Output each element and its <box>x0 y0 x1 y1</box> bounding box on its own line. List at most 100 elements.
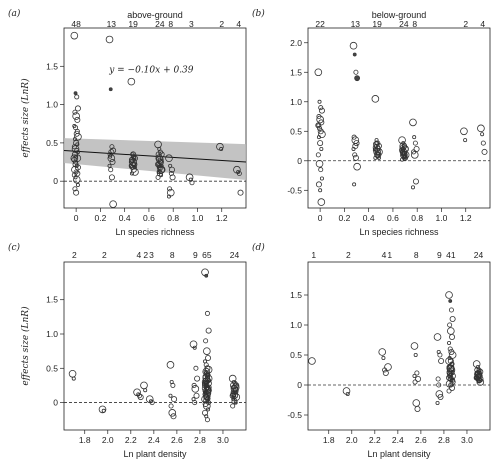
data-point <box>192 400 198 406</box>
data-point <box>315 122 322 129</box>
plot-frame <box>63 27 247 209</box>
data-point <box>194 375 201 382</box>
sample-count: 4 <box>382 250 387 260</box>
data-point <box>205 372 211 378</box>
data-point <box>446 368 453 375</box>
data-point <box>132 165 137 170</box>
data-point <box>414 370 420 376</box>
x-tick-label: 2.0 <box>102 435 114 445</box>
data-point <box>72 124 77 129</box>
data-point <box>435 390 444 398</box>
x-axis-label: Ln plant density <box>123 449 187 459</box>
data-point <box>381 355 386 360</box>
data-point <box>316 135 321 140</box>
data-point <box>127 77 136 86</box>
panel-tag: (b) <box>252 8 265 19</box>
data-point <box>236 171 242 177</box>
data-point <box>415 375 422 382</box>
y-tick-label: -0.5 <box>287 410 302 420</box>
data-point <box>204 310 210 316</box>
data-point <box>71 144 77 150</box>
data-point <box>449 333 456 340</box>
data-point <box>318 107 325 114</box>
data-point <box>193 365 199 371</box>
data-point <box>155 161 162 168</box>
data-point <box>72 161 79 168</box>
data-point <box>74 116 81 123</box>
data-point <box>205 354 212 361</box>
sample-count: 2 <box>102 250 107 260</box>
sample-count: 1 <box>311 250 316 260</box>
data-point <box>351 136 360 144</box>
data-point <box>108 154 113 159</box>
data-point <box>74 105 81 112</box>
y-tick-label: 0 <box>297 380 302 390</box>
data-point <box>353 162 361 171</box>
y-tick-label: 1.5 <box>290 67 302 77</box>
plot-frame <box>307 261 491 431</box>
y-tick-label: 0 <box>53 398 58 408</box>
data-point <box>203 347 211 355</box>
data-point <box>157 157 162 162</box>
data-point <box>168 403 174 409</box>
data-point <box>193 392 200 399</box>
sample-count: 2 <box>143 250 148 260</box>
data-point <box>136 393 142 399</box>
data-point <box>475 375 484 383</box>
data-point <box>74 94 80 100</box>
data-point <box>410 342 419 350</box>
x-tick-label: 0 <box>318 213 323 223</box>
y-tick-label: 1.5 <box>46 61 58 71</box>
data-point <box>473 374 480 381</box>
data-point <box>450 377 456 383</box>
panel-tag: (a) <box>8 8 21 19</box>
data-point <box>376 151 381 156</box>
data-point <box>109 159 116 166</box>
data-point <box>74 128 80 134</box>
sample-count: 4 <box>480 19 485 29</box>
sample-count: 24 <box>230 250 240 260</box>
data-point <box>477 124 485 133</box>
data-point <box>156 164 162 170</box>
data-point <box>354 75 361 82</box>
y-tick-label: 1.5 <box>290 290 302 300</box>
data-point <box>168 166 175 173</box>
x-tick-label: 1.0 <box>436 213 448 223</box>
x-tick-label: 1.8 <box>79 435 91 445</box>
data-point <box>402 155 407 160</box>
data-point <box>72 186 78 192</box>
x-tick-label: 2.2 <box>369 435 381 445</box>
x-tick-label: 2.6 <box>171 435 183 445</box>
x-tick-label: 1.2 <box>216 213 228 223</box>
sample-count: 2 <box>346 250 351 260</box>
x-tick-label: 0.2 <box>338 213 350 223</box>
data-point <box>384 363 392 371</box>
data-point <box>155 174 161 180</box>
data-point <box>412 135 417 140</box>
data-point <box>317 140 324 147</box>
y-tick-label: 0 <box>297 156 302 166</box>
data-point <box>143 388 148 393</box>
x-axis-label: Ln plant density <box>367 449 431 459</box>
data-point <box>318 105 324 111</box>
confidence-band <box>64 138 246 180</box>
x-tick-label: 2.8 <box>438 435 450 445</box>
data-point <box>206 393 211 398</box>
x-axis-label: Ln species richness <box>115 227 195 237</box>
x-axis-label: Ln species richness <box>359 227 439 237</box>
data-point <box>129 171 134 176</box>
sample-count: 22 <box>315 19 325 29</box>
x-tick-label: 2.0 <box>346 435 358 445</box>
data-point <box>318 130 326 139</box>
data-point <box>168 171 174 177</box>
data-point <box>352 152 358 158</box>
data-point <box>372 141 379 148</box>
sample-count: 4 <box>137 250 142 260</box>
x-tick-label: 0.6 <box>143 213 155 223</box>
data-point <box>352 182 357 187</box>
x-tick-label: 0.4 <box>363 213 375 223</box>
y-tick-label: -0.5 <box>287 185 302 195</box>
data-point <box>73 159 79 165</box>
x-tick-label: 2.4 <box>148 435 160 445</box>
